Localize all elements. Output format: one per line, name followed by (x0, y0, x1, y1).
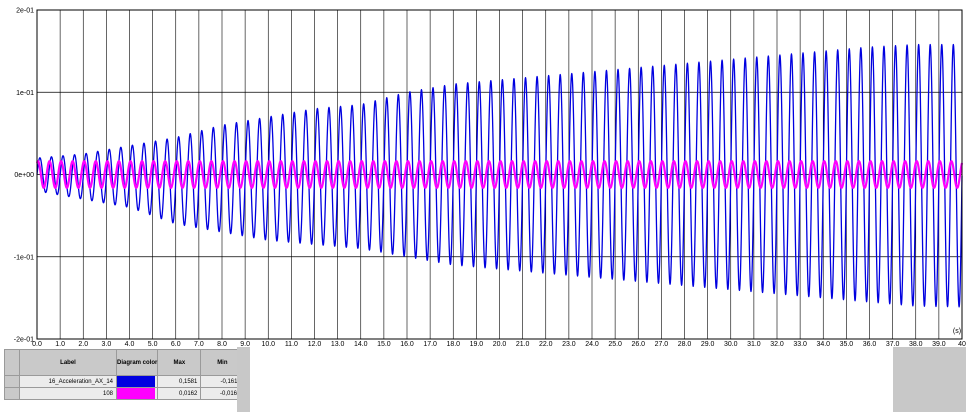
x-tick-label: 32.0 (770, 341, 784, 347)
x-tick-label: 14.0 (354, 341, 368, 347)
chart: 0.0 1.0 2.0 3.0 4.0 5.0 6.0 7.0 8.0 9.0 10.0 11.0 12… (0, 0, 966, 347)
x-tick-label: 11.0 (285, 341, 298, 347)
legend-row-handle[interactable] (4, 387, 20, 400)
legend-max-value: 0,0162 (157, 387, 202, 400)
magenta-swatch (117, 388, 155, 399)
x-tick-label: 10.0 (261, 341, 275, 347)
legend-max-value: 0,1581 (157, 375, 202, 388)
x-tick-label: 13.0 (331, 341, 345, 347)
y-tick-label: 0e+00 (14, 172, 34, 179)
legend-row-handle[interactable] (4, 375, 20, 388)
x-tick-label: 25.0 (608, 341, 622, 347)
x-tick-label: 12.0 (308, 341, 322, 347)
right-gray-panel (893, 347, 966, 412)
x-tick-label: 19.0 (470, 341, 484, 347)
x-tick-label: 18.0 (446, 341, 460, 347)
legend-header-color[interactable]: Diagram color (115, 349, 159, 376)
x-tick-label: 37.0 (886, 341, 900, 347)
legend-color-swatch[interactable] (115, 387, 159, 400)
legend-min-value: -0,0162 (200, 387, 245, 400)
legend-gray-panel (237, 347, 250, 412)
x-tick-label: 0.0 (32, 341, 42, 347)
x-tick-label: 22.0 (539, 341, 553, 347)
x-tick-label: 40 (958, 341, 966, 347)
x-tick-label: 9.0 (240, 341, 250, 347)
legend-row[interactable]: 108 0,0162 -0,0162 (4, 387, 245, 400)
x-tick-label: 5.0 (148, 341, 158, 347)
x-tick-label: 7.0 (194, 341, 204, 347)
x-unit-label: (s) (953, 328, 961, 335)
x-tick-label: 8.0 (217, 341, 227, 347)
legend-panel: Label Diagram color Max Min 16_Accelerat… (0, 347, 966, 412)
x-tick-label: 3.0 (102, 341, 112, 347)
x-tick-label: 27.0 (655, 341, 669, 347)
x-tick-label: 36.0 (863, 341, 877, 347)
legend-header-max[interactable]: Max (157, 349, 202, 376)
x-tick-label: 34.0 (816, 341, 830, 347)
blue-swatch (117, 376, 155, 387)
series-layer (35, 43, 964, 308)
x-tick-label: 33.0 (793, 341, 807, 347)
x-tick-label: 31.0 (747, 341, 761, 347)
y-tick-label: 1e-01 (16, 90, 34, 97)
x-tick-label: 21.0 (516, 341, 530, 347)
plot-background (0, 0, 966, 347)
legend-header-label[interactable]: Label (19, 349, 117, 376)
y-tick-labels: 2e-01 1e-01 0e+00 -1e-01 -2e-01 (14, 8, 34, 344)
x-tick-label: 20.0 (493, 341, 507, 347)
x-tick-label: 26.0 (631, 341, 645, 347)
x-tick-label: 4.0 (125, 341, 135, 347)
legend-color-swatch[interactable] (115, 375, 159, 388)
legend-table: Label Diagram color Max Min 16_Accelerat… (4, 349, 245, 400)
legend-row[interactable]: 16_Acceleration_AX_14 0,1581 -0,1611 (4, 375, 245, 388)
legend-series-label: 108 (19, 387, 117, 400)
x-tick-label: 16.0 (400, 341, 414, 347)
x-tick-label: 1.0 (55, 341, 65, 347)
legend-series-label: 16_Acceleration_AX_14 (19, 375, 117, 388)
series-line-acceleration (36, 43, 963, 308)
x-tick-label: 17.0 (423, 341, 437, 347)
y-tick-label: -2e-01 (14, 337, 34, 344)
y-tick-label: 2e-01 (16, 8, 34, 15)
x-tick-label: 30.0 (724, 341, 738, 347)
y-tick-label: -1e-01 (14, 254, 34, 261)
x-tick-label: 6.0 (171, 341, 181, 347)
x-tick-label: 15.0 (377, 341, 391, 347)
plot-frame (36, 9, 963, 340)
x-tick-label: 38.0 (909, 341, 923, 347)
series-line-excitation (35, 160, 964, 189)
x-tick-label: 24.0 (585, 341, 599, 347)
legend-header-row: Label Diagram color Max Min (4, 349, 245, 376)
x-tick-label: 35.0 (840, 341, 854, 347)
x-tick-label: 39.0 (932, 341, 946, 347)
x-tick-label: 28.0 (678, 341, 692, 347)
legend-corner-cell (4, 349, 20, 376)
x-tick-label: 23.0 (562, 341, 576, 347)
x-tick-label: 29.0 (701, 341, 715, 347)
x-tick-labels: 0.0 1.0 2.0 3.0 4.0 5.0 6.0 7.0 8.0 9.0 10.0 11.0 12… (32, 341, 966, 347)
x-tick-label: 2.0 (78, 341, 88, 347)
